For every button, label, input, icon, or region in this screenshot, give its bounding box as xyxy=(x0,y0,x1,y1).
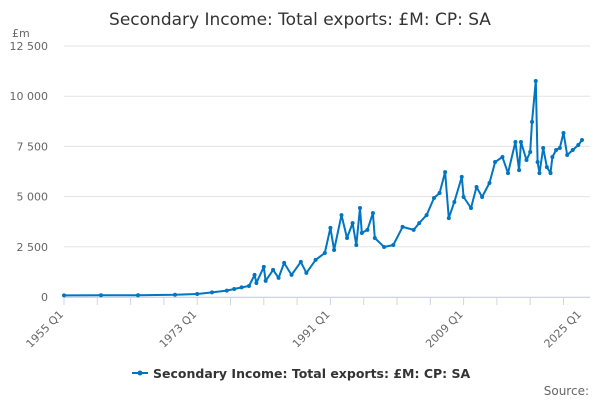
data-point xyxy=(239,285,244,290)
data-point xyxy=(513,139,518,144)
legend[interactable]: Secondary Income: Total exports: £M: CP:… xyxy=(132,366,471,381)
x-tick-label: 2025 Q1 xyxy=(542,308,585,351)
data-point xyxy=(533,78,538,83)
data-point xyxy=(417,221,422,226)
data-point xyxy=(548,171,553,176)
y-tick-label: 7 500 xyxy=(17,140,49,153)
data-point xyxy=(358,206,362,211)
data-point xyxy=(382,245,387,250)
data-point xyxy=(173,292,177,297)
data-point xyxy=(254,280,259,285)
data-point xyxy=(252,272,257,277)
data-point xyxy=(354,242,359,247)
y-tick-label: 5 000 xyxy=(17,191,49,204)
data-point xyxy=(570,148,575,153)
data-point xyxy=(328,225,333,230)
data-point xyxy=(461,195,466,200)
y-axis-unit: £m xyxy=(12,27,30,40)
data-point xyxy=(517,168,522,173)
y-tick-label: 0 xyxy=(41,291,48,304)
data-point xyxy=(261,264,266,269)
data-point xyxy=(298,259,303,264)
data-point xyxy=(452,200,457,205)
data-point xyxy=(276,275,281,280)
x-tick-label: 2009 Q1 xyxy=(423,308,466,351)
source-label: Source: xyxy=(544,384,589,398)
data-point xyxy=(550,155,555,160)
data-point xyxy=(437,190,442,195)
data-point xyxy=(247,283,251,288)
data-point xyxy=(469,206,473,211)
data-point xyxy=(535,160,540,165)
data-point xyxy=(345,235,350,240)
data-point xyxy=(524,158,529,163)
data-point xyxy=(576,142,581,147)
data-point xyxy=(544,165,549,170)
data-point xyxy=(370,211,375,216)
data-point xyxy=(411,227,416,232)
data-point xyxy=(561,130,566,135)
data-point xyxy=(480,195,485,200)
data-point xyxy=(232,286,237,291)
data-point xyxy=(432,196,436,201)
x-tick-label: 1955 Q1 xyxy=(24,308,67,351)
data-point xyxy=(350,221,355,226)
data-point xyxy=(541,146,546,151)
data-point xyxy=(487,180,492,185)
data-point xyxy=(537,171,542,176)
data-point xyxy=(459,174,464,179)
legend-marker-icon xyxy=(137,370,143,376)
data-point xyxy=(372,235,377,240)
x-tick-label: 1991 Q1 xyxy=(290,308,333,351)
data-point xyxy=(557,146,562,151)
data-point xyxy=(446,216,451,221)
data-point xyxy=(263,278,268,283)
data-point xyxy=(224,288,229,293)
data-point xyxy=(474,184,479,189)
data-point xyxy=(391,242,396,247)
data-point xyxy=(289,272,294,277)
data-point xyxy=(313,257,318,262)
data-point xyxy=(424,213,429,218)
chart-title: Secondary Income: Total exports: £M: CP:… xyxy=(109,10,491,30)
y-tick-label: 2 500 xyxy=(17,241,49,254)
data-point xyxy=(506,171,510,176)
data-point xyxy=(304,270,309,275)
data-point xyxy=(99,293,103,298)
legend-label: Secondary Income: Total exports: £M: CP:… xyxy=(153,366,471,381)
data-point xyxy=(322,251,327,256)
data-point xyxy=(580,137,584,142)
y-tick-label: 10 000 xyxy=(10,90,49,103)
data-point xyxy=(365,227,370,232)
x-tick-label: 1973 Q1 xyxy=(157,308,200,351)
data-point xyxy=(565,153,570,158)
series-line xyxy=(63,79,583,297)
data-point xyxy=(530,119,535,124)
data-point xyxy=(493,160,498,165)
data-point xyxy=(518,139,523,144)
data-point xyxy=(282,260,287,265)
data-point xyxy=(500,155,505,160)
data-point xyxy=(136,293,140,298)
y-tick-label: 12 500 xyxy=(10,40,49,53)
data-point xyxy=(210,290,214,295)
data-point xyxy=(339,213,344,218)
data-point xyxy=(554,148,559,153)
data-point xyxy=(400,224,405,229)
data-point xyxy=(62,293,66,298)
data-point xyxy=(443,170,448,175)
data-point xyxy=(528,150,533,155)
data-point xyxy=(359,230,364,235)
data-point xyxy=(195,291,200,296)
data-point xyxy=(332,248,337,253)
data-point xyxy=(271,267,276,272)
